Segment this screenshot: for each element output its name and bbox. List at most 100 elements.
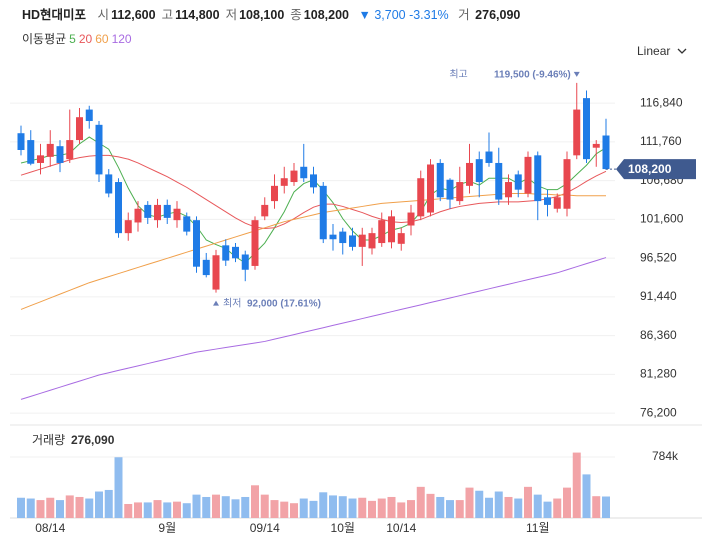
volume-bar: [436, 496, 445, 518]
legend: 이동평균 5 20 60 120: [22, 30, 132, 47]
candle-body: [251, 220, 259, 266]
volume-bar: [212, 494, 220, 518]
candle-body: [339, 231, 347, 244]
high-marker: [573, 71, 580, 77]
candle-body: [553, 197, 561, 209]
candle-body: [66, 140, 74, 160]
candle-body: [105, 174, 113, 194]
volume-bar: [46, 497, 55, 518]
candle-body: [446, 179, 454, 200]
candle-body: [524, 156, 532, 194]
candle-body: [427, 164, 434, 213]
candle-body: [417, 178, 425, 217]
ohlc-fields: 시 112,600 고 114,800 저 108,100 종 108,200: [98, 8, 355, 22]
field-label: 고: [161, 8, 174, 22]
candle-body: [193, 220, 200, 267]
volume-bar: [533, 494, 542, 518]
volume-bar: [114, 457, 123, 518]
scale-label: Linear: [637, 44, 671, 58]
volume-bar: [338, 496, 347, 518]
volume-bar: [280, 501, 289, 518]
candle-body: [349, 235, 356, 247]
volume-bar: [65, 495, 74, 518]
volume-bar: [494, 491, 503, 518]
candle-body: [241, 254, 249, 270]
volume-bar: [602, 496, 610, 518]
candle-body: [212, 255, 220, 290]
volume-bar: [407, 500, 415, 518]
volume-bar: [416, 486, 425, 518]
candle-body: [563, 159, 571, 209]
last-price-label: 108,200: [628, 162, 672, 176]
candle-body: [271, 185, 278, 202]
volume-bar: [231, 499, 240, 518]
candle-body: [56, 146, 64, 163]
scale-toggle[interactable]: Linear: [637, 44, 687, 58]
legend-entry: 5: [69, 32, 76, 46]
candle-body: [134, 208, 142, 223]
volume-bar: [387, 496, 396, 518]
volume-bar: [163, 502, 172, 518]
candle-body: [300, 166, 308, 179]
legend-title: 이동평균: [22, 32, 67, 46]
candle-body: [144, 204, 152, 218]
field-value: 114,800: [175, 8, 220, 22]
candle-body: [173, 208, 181, 221]
y-tick-label: 81,280: [640, 367, 677, 381]
volume-bar: [465, 487, 474, 518]
volume-label: 거: [458, 8, 470, 22]
candle-body: [592, 143, 600, 148]
candle-body: [76, 117, 83, 141]
candle-body: [232, 246, 239, 259]
volume-bar: [563, 487, 571, 518]
candle-body: [436, 162, 444, 198]
candle-body: [95, 124, 103, 175]
volume-title-value: 276,090: [71, 433, 115, 447]
last-price-tag: [616, 159, 696, 180]
moving-average-line: [20, 257, 607, 400]
volume-bar: [572, 452, 581, 518]
volume-bar: [241, 496, 250, 518]
volume-bar: [455, 500, 464, 518]
candle-body: [378, 220, 386, 244]
volume-bar: [153, 500, 162, 518]
volume-bar: [182, 503, 191, 518]
field-value: 108,100: [239, 8, 285, 22]
legend-entry: 20: [78, 32, 93, 46]
candle-body: [475, 159, 483, 183]
volume-bar: [290, 503, 298, 518]
volume-bar: [485, 497, 493, 518]
volume-bar: [553, 498, 562, 518]
candle-body: [319, 185, 327, 240]
volume-bar: [329, 495, 337, 518]
volume-bar: [377, 498, 386, 518]
y-tick-label: 96,520: [640, 250, 677, 264]
low-annotation-label: 최저: [223, 297, 241, 309]
field-label: 종: [290, 8, 302, 22]
volume-bar: [95, 491, 103, 518]
volume-bar: [514, 498, 523, 518]
candle-body: [602, 135, 610, 170]
low-marker: [213, 300, 219, 306]
volume-bar: [397, 502, 406, 518]
field-value: 112,600: [111, 8, 156, 22]
volume-bar: [56, 500, 64, 518]
candle-body: [358, 234, 366, 247]
candle-body: [310, 174, 317, 188]
volume-bar: [358, 497, 367, 518]
volume-value: 276,090: [475, 8, 521, 22]
candle-body: [544, 197, 551, 205]
candle-body: [397, 233, 405, 244]
volume-bar: [426, 493, 435, 518]
candle-body: [583, 98, 590, 160]
volume-bar: [251, 485, 259, 518]
volume-bar: [368, 500, 376, 518]
candle-body: [573, 109, 581, 156]
y-tick-label: 101,600: [640, 212, 684, 226]
candle-body: [466, 162, 473, 186]
candle-body: [534, 155, 542, 202]
volume-bar: [299, 498, 308, 518]
candle-body: [407, 212, 415, 226]
volume-bar: [592, 496, 601, 518]
candle-body: [290, 170, 298, 183]
